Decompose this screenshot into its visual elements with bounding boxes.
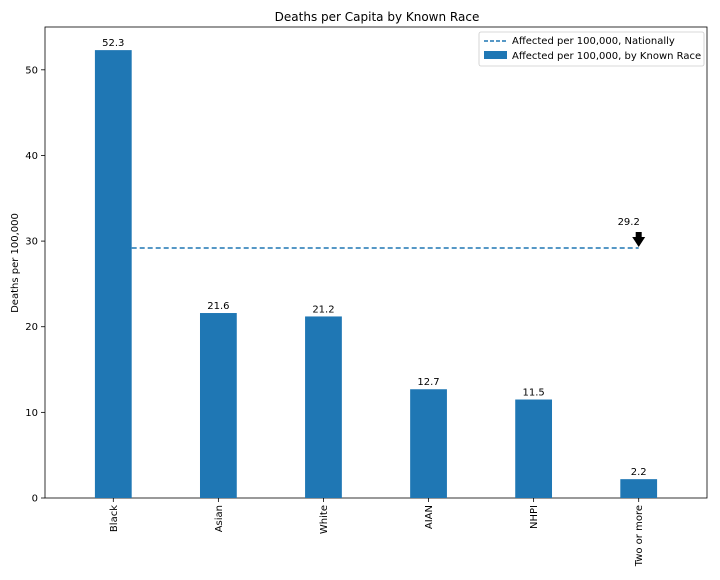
legend-label-race: Affected per 100,000, by Known Race	[512, 51, 701, 62]
x-tick-label: NHPI	[529, 505, 540, 529]
bar	[305, 316, 342, 498]
y-axis-label: Deaths per 100,000	[10, 213, 21, 313]
x-tick-label: AIAN	[424, 505, 435, 529]
y-tick-label: 50	[25, 65, 38, 76]
bar	[620, 479, 658, 498]
x-tick-label: Asian	[214, 505, 225, 532]
y-tick-label: 40	[25, 151, 38, 162]
bar	[410, 389, 447, 498]
legend-bar-swatch	[484, 51, 507, 59]
y-tick-label: 10	[25, 408, 38, 419]
x-tick-label: White	[319, 505, 330, 534]
bar	[515, 399, 553, 498]
bar	[94, 50, 132, 498]
bar-value-label: 2.2	[631, 467, 647, 478]
national-value-label: 29.2	[618, 217, 640, 228]
bar-value-label: 52.3	[102, 38, 124, 49]
y-tick-label: 0	[32, 494, 38, 505]
bar	[199, 313, 237, 498]
legend: Affected per 100,000, Nationally Affected…	[478, 31, 705, 67]
plot-area: 0 10 20 30 40 50 52.3 Black 21.6 Asian 21.2 White 12…	[25, 26, 708, 567]
axes-frame	[44, 26, 708, 499]
chart-title: Deaths per Capita by Known Race	[275, 10, 480, 24]
legend-box	[478, 31, 705, 67]
legend-label-national: Affected per 100,000, Nationally	[512, 36, 675, 47]
bar-value-label: 11.5	[522, 388, 544, 399]
bar-value-label: 12.7	[417, 377, 439, 388]
x-tick-label: Two or more	[634, 505, 645, 567]
y-tick-label: 20	[25, 322, 38, 333]
bar-value-label: 21.6	[207, 301, 229, 312]
bar-value-label: 21.2	[312, 304, 334, 315]
y-tick-label: 30	[25, 237, 38, 248]
x-tick-label: Black	[109, 505, 120, 532]
annotation-arrow	[632, 231, 646, 247]
